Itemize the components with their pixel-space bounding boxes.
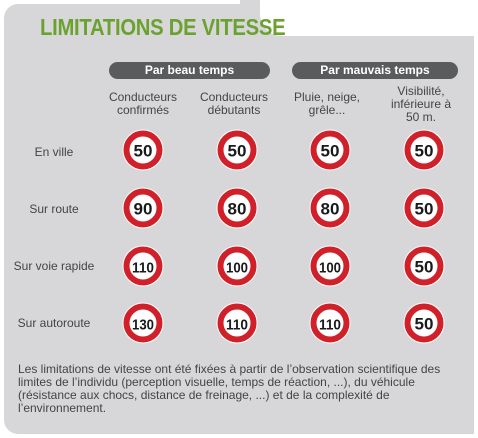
speed-limit-sign: 50: [403, 245, 445, 287]
speed-limit-sign: 80: [309, 187, 351, 229]
speed-limit-value: 110: [319, 317, 341, 334]
speed-limit-sign: 110: [309, 302, 351, 344]
row-label-en-ville: En ville: [34, 145, 74, 159]
group-header-beau-temps: Par beau temps: [109, 62, 270, 79]
speed-limit-value: 50: [415, 142, 434, 161]
column-header-conducteurs-debutants: Conducteurs débutants: [199, 90, 269, 117]
speed-limit-value: 100: [319, 260, 341, 277]
explanation-note: Les limitations de vitesse ont été fixée…: [18, 362, 441, 415]
speed-limit-sign-icon: 80: [309, 187, 351, 229]
speed-limit-sign-icon: 130: [122, 302, 164, 344]
row-label-sur-autoroute: Sur autoroute: [17, 316, 91, 330]
row-label-sur-voie-rapide: Sur voie rapide: [13, 259, 95, 273]
speed-limit-value: 110: [132, 260, 154, 277]
speed-limit-value: 110: [226, 317, 248, 334]
speed-limit-sign-icon: 50: [216, 129, 258, 171]
panel-notch: [260, 0, 478, 36]
speed-limit-sign-icon: 50: [122, 129, 164, 171]
speed-limit-value: 100: [226, 260, 248, 277]
speed-limit-sign: 130: [122, 302, 164, 344]
speed-limit-sign-icon: 50: [403, 245, 445, 287]
speed-limit-sign-icon: 50: [403, 302, 445, 344]
speed-limit-sign-icon: 100: [309, 245, 351, 287]
speed-limit-sign: 90: [122, 187, 164, 229]
column-header-visibilite: Visibilité, inférieure à 50 m.: [390, 84, 452, 124]
speed-limit-sign: 50: [403, 129, 445, 171]
speed-limit-value: 130: [132, 317, 154, 334]
speed-limit-sign: 50: [122, 129, 164, 171]
speed-limit-sign: 100: [216, 245, 258, 287]
speed-limit-value: 90: [134, 200, 153, 219]
speed-limit-sign-icon: 80: [216, 187, 258, 229]
group-header-mauvais-temps: Par mauvais temps: [292, 62, 458, 79]
speed-limit-value: 80: [321, 200, 340, 219]
speed-limit-sign: 100: [309, 245, 351, 287]
column-header-pluie-neige-grele: Pluie, neige, grêle...: [293, 90, 361, 117]
row-label-sur-route: Sur route: [29, 202, 79, 216]
speed-limit-sign-icon: 90: [122, 187, 164, 229]
speed-limit-sign: 50: [403, 302, 445, 344]
speed-limit-sign: 80: [216, 187, 258, 229]
speed-limit-value: 80: [228, 200, 247, 219]
speed-limit-sign-icon: 50: [403, 187, 445, 229]
speed-limit-sign: 110: [122, 245, 164, 287]
page-title: LIMITATIONS DE VITESSE: [40, 14, 286, 40]
speed-limit-sign-icon: 110: [216, 302, 258, 344]
speed-limit-value: 50: [321, 142, 340, 161]
speed-limit-sign: 50: [216, 129, 258, 171]
speed-limit-sign-icon: 110: [309, 302, 351, 344]
speed-limit-sign: 50: [309, 129, 351, 171]
column-header-conducteurs-confirmes: Conducteurs confirmés: [108, 90, 178, 117]
speed-limit-sign-icon: 100: [216, 245, 258, 287]
speed-limit-value: 50: [134, 142, 153, 161]
speed-limit-value: 50: [415, 200, 434, 219]
speed-limit-sign-icon: 50: [403, 129, 445, 171]
speed-limit-sign: 50: [403, 187, 445, 229]
speed-limit-sign: 110: [216, 302, 258, 344]
speed-limit-sign-icon: 110: [122, 245, 164, 287]
speed-limit-sign-icon: 50: [309, 129, 351, 171]
speed-limit-value: 50: [415, 315, 434, 334]
speed-limit-value: 50: [415, 258, 434, 277]
speed-limit-value: 50: [228, 142, 247, 161]
